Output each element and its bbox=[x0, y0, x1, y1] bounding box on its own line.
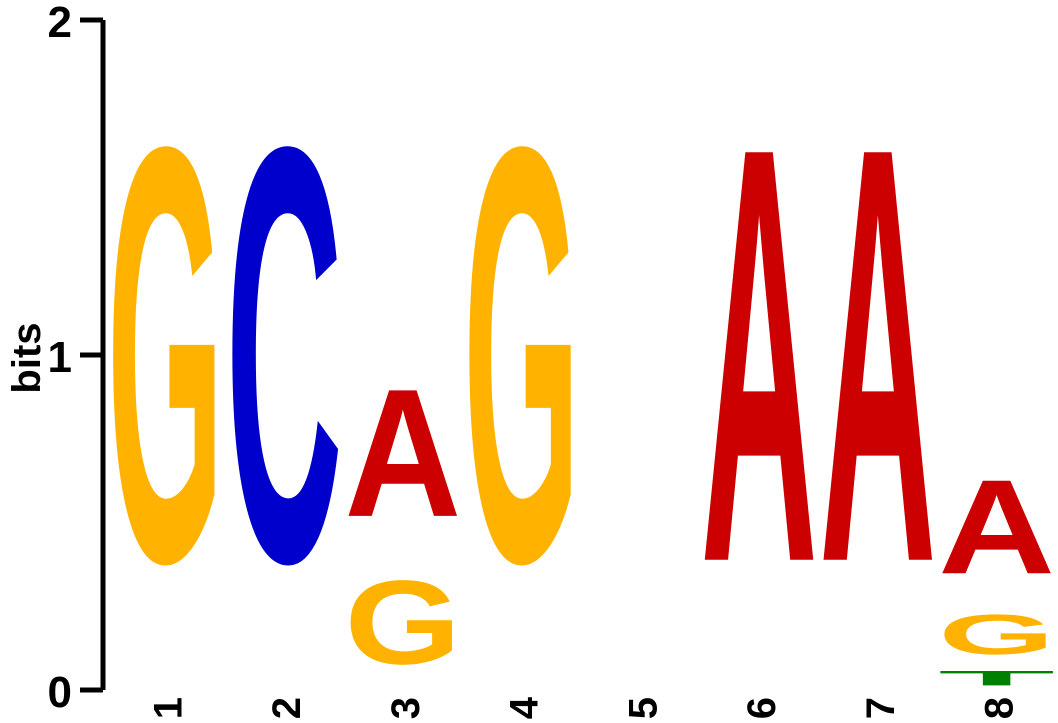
position-label-3: 3 bbox=[384, 697, 428, 719]
position-label-2: 2 bbox=[265, 697, 309, 719]
position-label-1: 1 bbox=[146, 697, 190, 719]
position-label-4: 4 bbox=[503, 696, 547, 719]
position-label-6: 6 bbox=[740, 697, 784, 719]
letter-T-pos-8-0: T bbox=[938, 666, 1055, 689]
letter-G-pos-8-1: G bbox=[938, 603, 1055, 667]
y-tick-label-2: 2 bbox=[48, 0, 72, 47]
letter-A-pos-7-0: A bbox=[820, 24, 937, 686]
letter-A-pos-3-1: A bbox=[345, 351, 462, 555]
letter-C-pos-2-0: C bbox=[226, 24, 343, 686]
y-axis-title: bits bbox=[5, 322, 49, 393]
letter-G-pos-1-0: G bbox=[107, 24, 224, 686]
position-label-8: 8 bbox=[978, 697, 1022, 719]
letter-A-pos-8-2: A bbox=[938, 451, 1055, 602]
position-label-7: 7 bbox=[859, 697, 903, 719]
letter-A-pos-6-0: A bbox=[701, 24, 818, 686]
logo-letters: G C GA G A A TGA bbox=[107, 24, 1055, 690]
position-label-5: 5 bbox=[621, 697, 665, 719]
position-labels: 1 2 3 4 5 6 7 8 bbox=[146, 696, 1021, 719]
letter-G-pos-4-0: G bbox=[463, 24, 580, 686]
y-tick-label-0: 0 bbox=[48, 668, 72, 717]
y-tick-label-1: 1 bbox=[48, 333, 72, 382]
letter-G-pos-3-0: G bbox=[345, 555, 462, 689]
